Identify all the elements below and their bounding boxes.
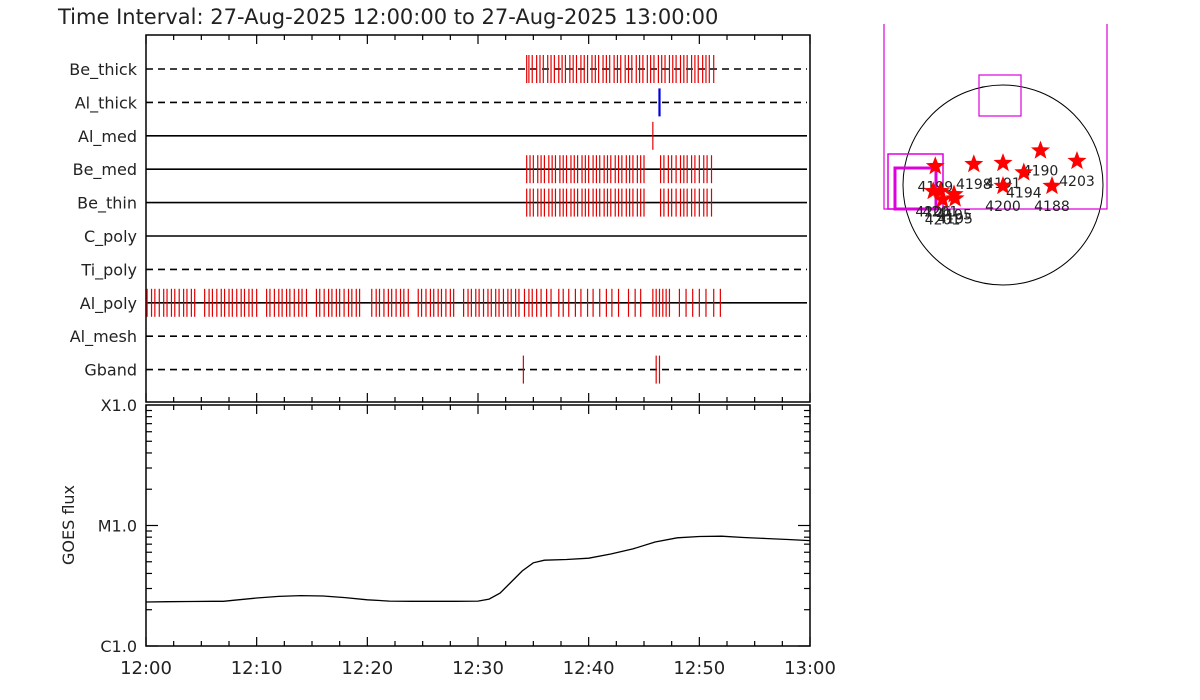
active-region-star bbox=[933, 189, 953, 208]
y-tick-label: X1.0 bbox=[101, 396, 137, 415]
active-region-label: 4201 bbox=[923, 204, 959, 220]
active-region-label: 4195 bbox=[936, 207, 972, 223]
solar-limb bbox=[902, 84, 1104, 286]
active-region-star bbox=[1067, 151, 1087, 170]
channel-label: Al_poly bbox=[80, 294, 137, 314]
channel-label: Gband bbox=[84, 361, 137, 380]
channel-label: Ti_poly bbox=[80, 260, 137, 280]
active-region-star bbox=[1031, 140, 1050, 159]
x-tick-label: 12:50 bbox=[673, 658, 725, 679]
x-tick-label: 13:00 bbox=[784, 658, 836, 679]
active-region-label: 4200 bbox=[985, 199, 1021, 215]
timeline-frame bbox=[145, 34, 811, 403]
x-tick-label: 12:20 bbox=[341, 658, 393, 679]
channel-label: Al_med bbox=[78, 127, 137, 147]
active-region-star bbox=[993, 176, 1013, 195]
channel-label: C_poly bbox=[84, 227, 137, 247]
timeline-panel: Be_thick Al_thick Al_med Be_med Be_thin C_pol… bbox=[69, 34, 811, 403]
y-axis-label: GOES flux bbox=[59, 485, 78, 565]
goes-frame bbox=[145, 404, 811, 647]
active-region-star bbox=[931, 181, 950, 200]
active-region-label: 4206 bbox=[915, 204, 951, 220]
active-region-label: 4190 bbox=[1023, 164, 1059, 180]
goes-panel: C1.0 M1.0 X1.0 12:00 12:10 12:20 12:30 12:40 12:… bbox=[59, 396, 836, 679]
channel-label: Al_mesh bbox=[70, 327, 137, 347]
active-region-star bbox=[925, 156, 945, 175]
goes-flux-line bbox=[145, 535, 811, 603]
y-tick-label: M1.0 bbox=[98, 517, 137, 536]
y-tick-label: C1.0 bbox=[100, 637, 137, 656]
active-region-label: 4194 bbox=[1006, 186, 1042, 202]
x-tick-label: 12:10 bbox=[231, 658, 283, 679]
x-tick-label: 12:30 bbox=[452, 658, 504, 679]
channel-label: Be_med bbox=[73, 160, 137, 180]
fov-box bbox=[978, 74, 1022, 117]
channel-label: Al_thick bbox=[75, 93, 138, 113]
x-tick-label: 12:40 bbox=[563, 658, 615, 679]
plot-title: Time Interval: 27-Aug-2025 12:00:00 to 2… bbox=[57, 5, 718, 29]
channel-label: Be_thin bbox=[77, 194, 137, 214]
fov-outline bbox=[883, 24, 1108, 210]
active-region-label: 4203 bbox=[1059, 174, 1095, 190]
channel-label: Be_thick bbox=[69, 60, 137, 80]
active-region-star bbox=[964, 154, 984, 173]
active-region-star bbox=[923, 181, 943, 200]
active-region-label: 4201 bbox=[925, 213, 961, 229]
active-region-label: 4195 bbox=[937, 212, 973, 228]
active-region-star bbox=[1014, 162, 1034, 181]
active-region-star bbox=[993, 153, 1013, 172]
active-region-label: 4188 bbox=[1034, 199, 1070, 215]
active-region-label: 4198 bbox=[956, 177, 992, 193]
active-region-star bbox=[1042, 176, 1062, 195]
active-region-star bbox=[945, 188, 965, 207]
x-tick-label: 12:00 bbox=[120, 658, 172, 679]
solar-disk-panel: 4199419841914190420341944200418842064201… bbox=[883, 24, 1108, 286]
